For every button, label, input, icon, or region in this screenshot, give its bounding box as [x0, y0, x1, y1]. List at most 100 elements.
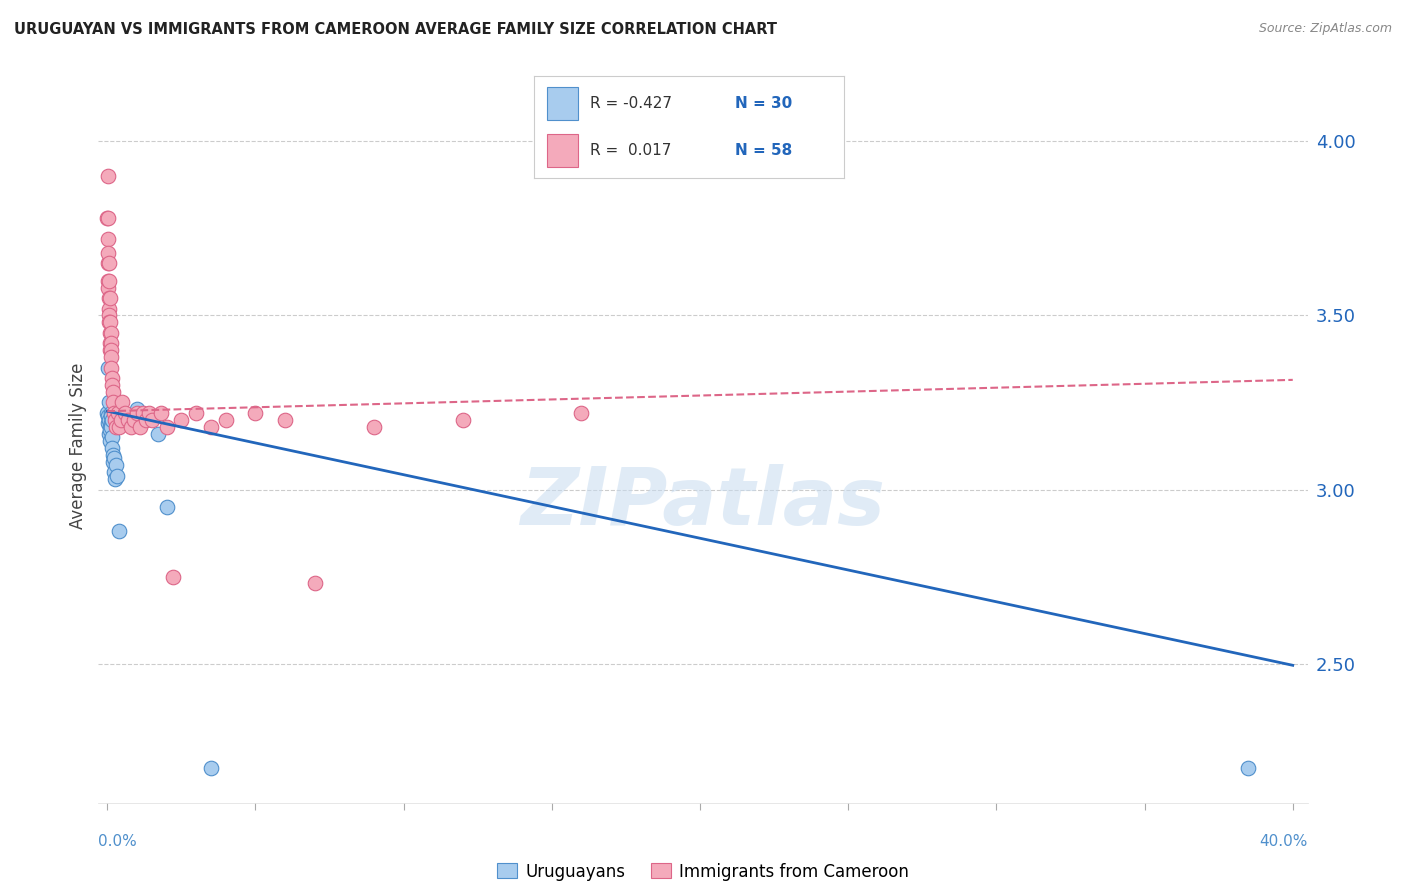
Point	[132, 406, 155, 420]
Point	[105, 420, 128, 434]
Point	[103, 406, 125, 420]
Point	[141, 413, 163, 427]
Point	[98, 315, 121, 329]
Point	[100, 371, 122, 385]
Point	[100, 406, 122, 420]
Point	[98, 336, 121, 351]
Text: ZIPatlas: ZIPatlas	[520, 464, 886, 542]
Point	[104, 458, 127, 472]
Point	[135, 413, 157, 427]
Point	[98, 291, 121, 305]
Point	[100, 360, 122, 375]
Point	[200, 420, 222, 434]
Point	[96, 406, 118, 420]
Point	[304, 576, 326, 591]
Point	[149, 406, 172, 420]
Point	[98, 434, 121, 448]
Point	[103, 455, 125, 469]
Point	[100, 420, 122, 434]
Point	[97, 245, 120, 260]
Point	[101, 441, 124, 455]
Point	[146, 426, 169, 441]
FancyBboxPatch shape	[547, 87, 578, 120]
Point	[98, 326, 121, 340]
Point	[100, 336, 122, 351]
Point	[105, 468, 128, 483]
Text: R =  0.017: R = 0.017	[591, 144, 671, 158]
Point	[100, 326, 122, 340]
Point	[155, 420, 177, 434]
Point	[98, 423, 121, 437]
Point	[97, 256, 120, 270]
Point	[451, 413, 474, 427]
Point	[110, 413, 132, 427]
Point	[122, 413, 145, 427]
Point	[138, 406, 160, 420]
Point	[97, 274, 120, 288]
Text: N = 58: N = 58	[735, 144, 793, 158]
Point	[97, 409, 120, 424]
Point	[97, 417, 120, 431]
Text: URUGUAYAN VS IMMIGRANTS FROM CAMEROON AVERAGE FAMILY SIZE CORRELATION CHART: URUGUAYAN VS IMMIGRANTS FROM CAMEROON AV…	[14, 22, 778, 37]
Point	[100, 409, 122, 424]
Point	[101, 385, 124, 400]
Point	[97, 256, 120, 270]
Point	[97, 360, 120, 375]
Point	[125, 406, 148, 420]
Point	[97, 274, 120, 288]
Point	[114, 406, 136, 420]
Point	[98, 343, 121, 358]
FancyBboxPatch shape	[547, 135, 578, 167]
Point	[98, 315, 121, 329]
Text: Source: ZipAtlas.com: Source: ZipAtlas.com	[1258, 22, 1392, 36]
Point	[103, 465, 125, 479]
Point	[97, 280, 120, 294]
Point	[100, 350, 122, 364]
Point	[97, 211, 120, 225]
Point	[245, 406, 267, 420]
Point	[97, 169, 120, 184]
Point	[155, 500, 177, 514]
Legend: Uruguayans, Immigrants from Cameroon: Uruguayans, Immigrants from Cameroon	[491, 856, 915, 888]
Point	[103, 451, 125, 466]
Point	[107, 524, 129, 539]
Point	[97, 232, 120, 246]
Point	[120, 420, 142, 434]
Point	[129, 420, 152, 434]
Point	[98, 426, 121, 441]
Point	[104, 472, 127, 486]
Point	[107, 406, 129, 420]
Point	[104, 413, 127, 427]
Point	[186, 406, 208, 420]
Point	[200, 761, 222, 775]
Point	[98, 309, 121, 323]
Point	[97, 413, 120, 427]
Text: N = 30: N = 30	[735, 96, 793, 111]
Point	[100, 343, 122, 358]
Point	[571, 406, 593, 420]
Text: R = -0.427: R = -0.427	[591, 96, 672, 111]
Point	[111, 395, 134, 409]
Point	[117, 413, 139, 427]
Point	[274, 413, 297, 427]
Y-axis label: Average Family Size: Average Family Size	[69, 363, 87, 529]
Point	[101, 448, 124, 462]
Point	[170, 413, 193, 427]
Point	[100, 417, 122, 431]
Point	[98, 395, 121, 409]
Point	[108, 420, 131, 434]
Point	[215, 413, 238, 427]
Text: 0.0%: 0.0%	[98, 834, 138, 849]
Point	[101, 430, 124, 444]
Point	[103, 395, 125, 409]
Point	[363, 420, 385, 434]
Point	[1237, 761, 1260, 775]
Point	[125, 402, 148, 417]
Point	[100, 413, 122, 427]
Point	[96, 211, 118, 225]
Point	[98, 291, 121, 305]
Point	[101, 378, 124, 392]
Text: 40.0%: 40.0%	[1260, 834, 1308, 849]
Point	[98, 301, 121, 316]
Point	[162, 569, 184, 583]
